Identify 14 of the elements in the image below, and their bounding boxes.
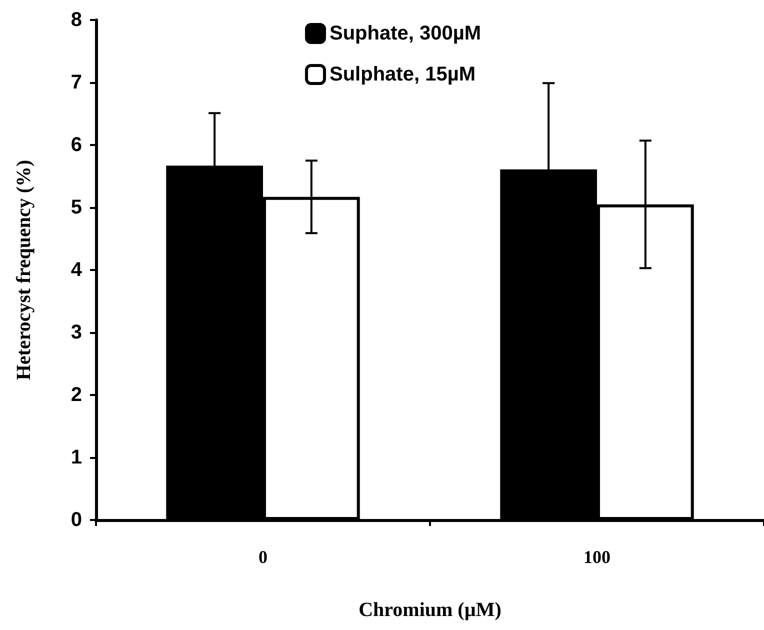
y-tick-label: 2 [70,384,82,406]
y-tick-label: 3 [70,322,82,344]
y-tick-label: 5 [70,196,82,218]
y-tick-label: 4 [70,259,83,281]
legend-label: Suphate, 300µM [330,22,482,44]
x-axis-title: Chromium (µM) [358,599,502,621]
y-tick-label: 6 [70,134,82,156]
y-tick-label: 7 [70,72,82,94]
y-tick-label: 0 [70,509,82,531]
y-tick-label: 1 [70,446,82,468]
x-tick-label: 100 [584,547,610,567]
y-tick-label: 8 [70,9,82,31]
y-axis-title: Heterocyst frequency (%) [13,160,35,380]
legend-label: Sulphate, 15µM [330,64,476,86]
